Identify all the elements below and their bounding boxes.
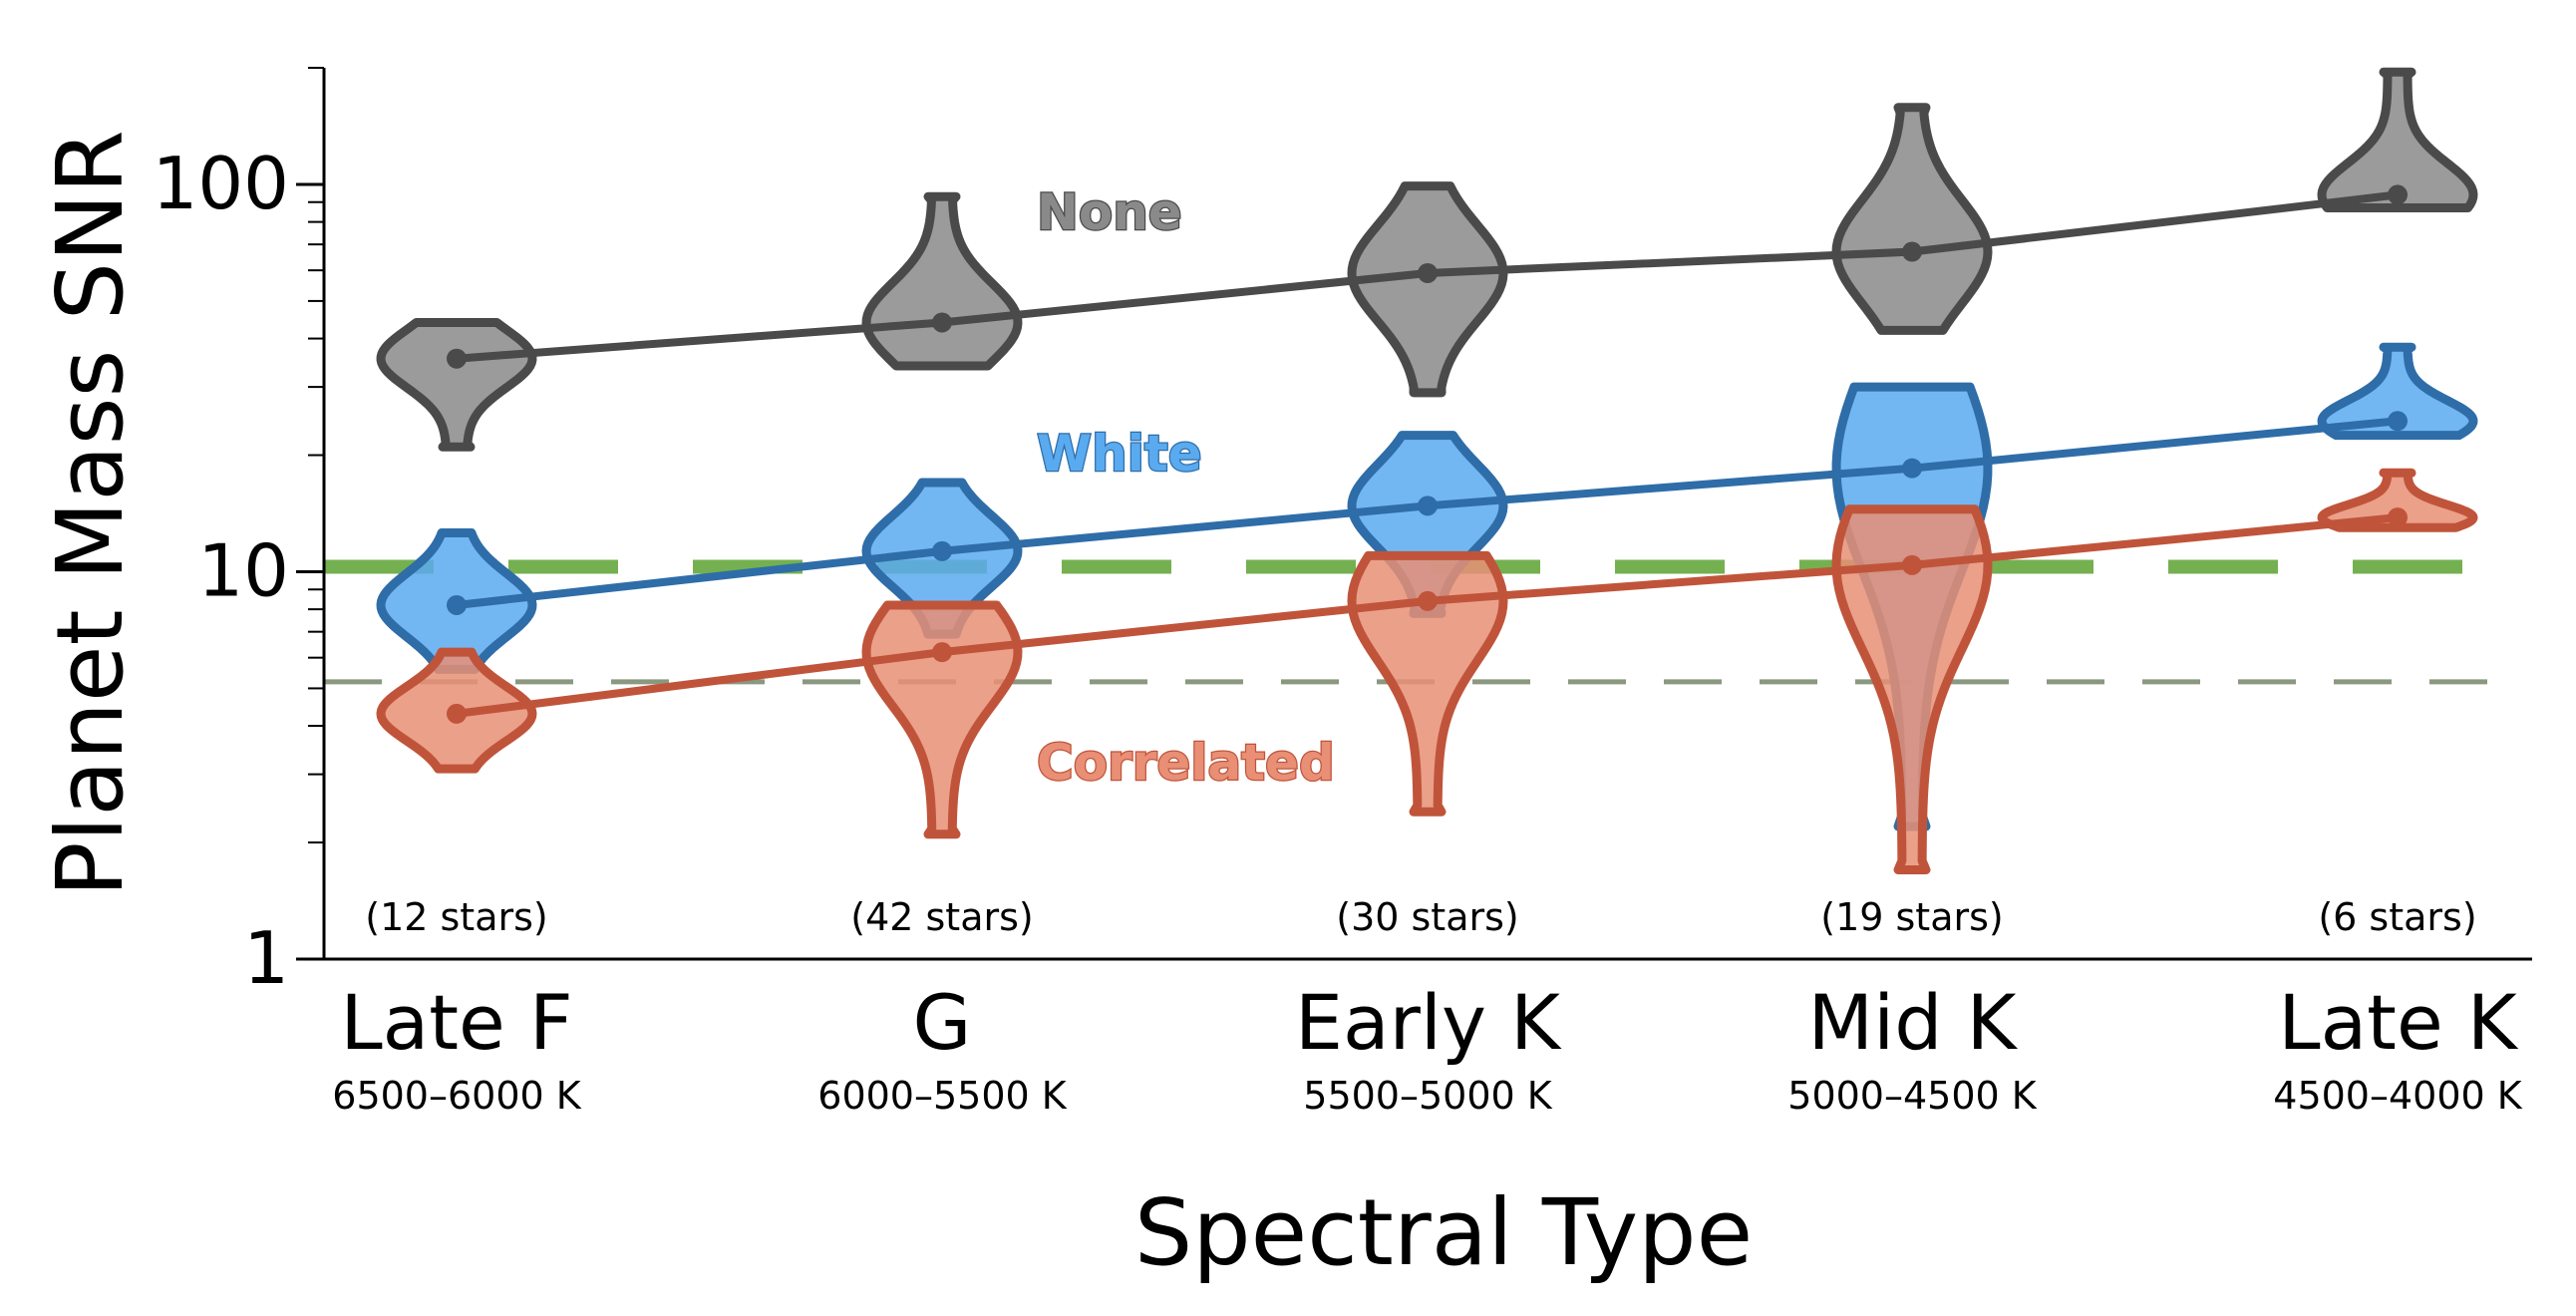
- median-point-white: [1418, 495, 1438, 516]
- star-count-note: (6 stars): [2318, 895, 2476, 939]
- y-tick-label: 100: [153, 142, 289, 225]
- violins: [376, 67, 2478, 874]
- y-tick-label: 10: [197, 528, 289, 612]
- violin-correlated: [1831, 504, 1993, 874]
- star-count-note: (19 stars): [1820, 895, 2004, 939]
- median-point-none: [1902, 241, 1922, 262]
- median-point-white: [932, 540, 952, 561]
- violin-none: [2317, 67, 2478, 212]
- y-axis-title: Planet Mass SNR: [37, 130, 144, 897]
- violin-correlated: [2317, 468, 2478, 532]
- median-point-none: [1418, 262, 1438, 283]
- x-category-label: G: [913, 978, 972, 1067]
- x-category-sublabel: 5000–4500 K: [1787, 1074, 2037, 1118]
- x-category-label: Early K: [1295, 978, 1562, 1067]
- series-labels: None White Correlated: [1036, 182, 1336, 794]
- median-point-none: [447, 348, 467, 369]
- median-point-correlated: [932, 642, 952, 663]
- x-category-label: Late F: [340, 978, 572, 1067]
- x-axis-title: Spectral Type: [1134, 1179, 1753, 1286]
- x-category-sublabel: 5500–5000 K: [1303, 1074, 1552, 1118]
- star-count-note: (12 stars): [365, 895, 548, 939]
- series-label-white: White: [1037, 425, 1202, 483]
- median-point-white: [1902, 458, 1922, 479]
- violin-none: [1831, 103, 1993, 335]
- median-point-white: [447, 594, 467, 615]
- median-point-white: [2388, 411, 2408, 432]
- violin-none: [1347, 181, 1508, 398]
- violin-white: [2317, 342, 2478, 441]
- median-point-none: [2388, 184, 2408, 205]
- y-ticks: 1 10 100: [153, 67, 324, 1000]
- median-point-correlated: [447, 703, 467, 724]
- x-category-sublabel: 6500–6000 K: [332, 1074, 581, 1118]
- median-point-correlated: [1418, 590, 1438, 611]
- star-count-note: (30 stars): [1336, 895, 1519, 939]
- violin-correlated: [861, 600, 1023, 839]
- x-categories: Late F 6500–6000 K (12 stars) G 6000–5500 K (…: [332, 895, 2522, 1118]
- y-tick-label: 1: [243, 916, 289, 1000]
- median-point-correlated: [1902, 554, 1922, 575]
- x-category-label: Late K: [2278, 978, 2519, 1067]
- median-point-correlated: [2388, 507, 2408, 528]
- median-point-none: [932, 312, 952, 333]
- median-points: [447, 184, 2408, 724]
- violin-none: [861, 191, 1023, 371]
- violin-none: [376, 317, 537, 452]
- violin-correlated: [1347, 550, 1508, 817]
- x-category-sublabel: 4500–4000 K: [2273, 1074, 2522, 1118]
- series-label-correlated: Correlated: [1037, 734, 1335, 792]
- series-label-none: None: [1037, 183, 1182, 241]
- x-category-sublabel: 6000–5500 K: [817, 1074, 1067, 1118]
- axes: [322, 68, 2532, 961]
- x-category-label: Mid K: [1808, 978, 2019, 1067]
- star-count-note: (42 stars): [850, 895, 1034, 939]
